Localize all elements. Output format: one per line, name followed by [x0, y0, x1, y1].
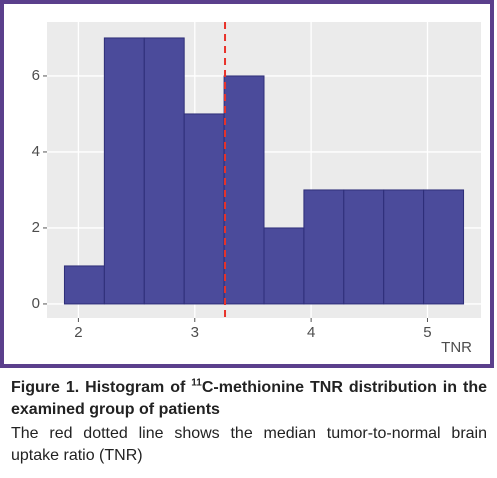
- bar: [343, 189, 385, 305]
- caption-title-start: Figure 1. Histogram of: [11, 379, 192, 396]
- y-tick-label: 0: [32, 295, 40, 312]
- bar: [63, 265, 105, 305]
- bar: [103, 37, 145, 305]
- x-tick-label: 5: [423, 324, 431, 341]
- x-tick-label: 3: [191, 324, 199, 341]
- bar: [263, 227, 305, 305]
- caption-title-end: C-methionine TNR distribution in the exa…: [11, 379, 487, 418]
- bar: [303, 189, 345, 305]
- bar: [143, 37, 185, 305]
- bar: [423, 189, 465, 305]
- y-tick-label: 2: [32, 219, 40, 236]
- chart: TNR 0 2 4 6 2 3 4 5: [0, 0, 494, 368]
- x-axis-label: TNR: [441, 339, 472, 356]
- caption-title: Figure 1. Histogram of 11C-methionine TN…: [11, 377, 487, 421]
- x-tick-label: 4: [307, 324, 315, 341]
- caption-text: The red dotted line shows the median tum…: [11, 425, 487, 464]
- bar: [183, 113, 225, 305]
- bar: [383, 189, 425, 305]
- y-tick-label: 4: [32, 143, 40, 160]
- caption-title-sup: 11: [191, 377, 202, 389]
- x-tick-label: 2: [74, 324, 82, 341]
- y-tick-label: 6: [32, 67, 40, 84]
- bar: [223, 75, 265, 305]
